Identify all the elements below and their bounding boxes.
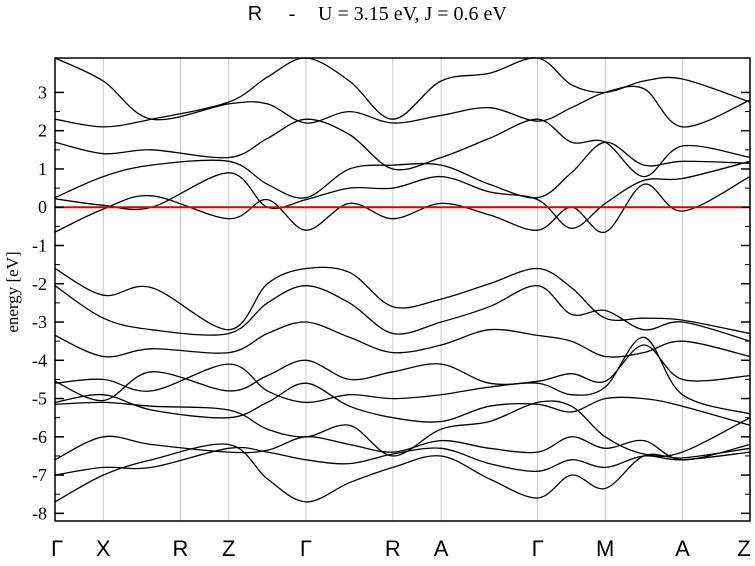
kpoint-grid [102,58,683,521]
band-lines [54,57,751,503]
band-line-14 [54,118,751,178]
y-tick-label: -2 [32,274,47,294]
y-tick-label: -8 [32,503,47,523]
y-tick-label: 3 [38,82,47,102]
band-line-15 [54,57,751,128]
chart-title-params: U = 3.15 eV, J = 0.6 eV [318,3,507,25]
y-tick-label: 2 [38,121,47,141]
kpoint-label: Z [737,536,750,561]
kpoint-label: R [173,536,189,561]
y-tick-label: -7 [32,465,47,485]
band-line-10 [54,266,751,335]
kpoint-label: X [96,536,111,561]
band-line-3 [54,435,751,461]
plot-frame [54,57,751,522]
band-line-9 [54,285,751,342]
band-line-16 [54,57,751,128]
band-line-8 [54,321,751,358]
y-tick-label: -5 [32,389,47,409]
kpoint-label: Z [222,536,235,561]
kpoint-label: Γ [300,536,312,561]
chart-title-prefix: R [248,3,262,25]
kpoint-label: Γ [532,536,544,561]
kpoint-label: M [596,536,614,561]
band-line-1 [54,443,751,503]
band-line-7 [54,344,751,402]
kpoint-label: A [675,536,690,561]
y-tick-label: -4 [32,350,47,370]
y-tick-label: -1 [32,235,47,255]
y-axis-ticks: 3 2 1 0 -1 -2 -3 -4 -5 -6 -7 -8 [32,82,750,523]
band-line-13 [54,141,751,199]
band-line-2 [54,446,751,476]
chart-title-dash: - [289,3,296,25]
y-tick-label: -6 [32,427,47,447]
y-tick-label: 0 [38,197,47,217]
band-line-12 [54,160,751,229]
kpoint-label: R [385,536,401,561]
y-axis-label: energy [eV] [3,251,22,332]
band-line-4 [54,400,751,457]
y-tick-label: 1 [38,159,47,179]
y-tick-label: -3 [32,312,47,332]
band-line-6 [54,336,751,415]
band-line-5 [54,382,751,426]
kpoint-label: A [434,536,449,561]
kpoint-label: Γ [51,536,63,561]
